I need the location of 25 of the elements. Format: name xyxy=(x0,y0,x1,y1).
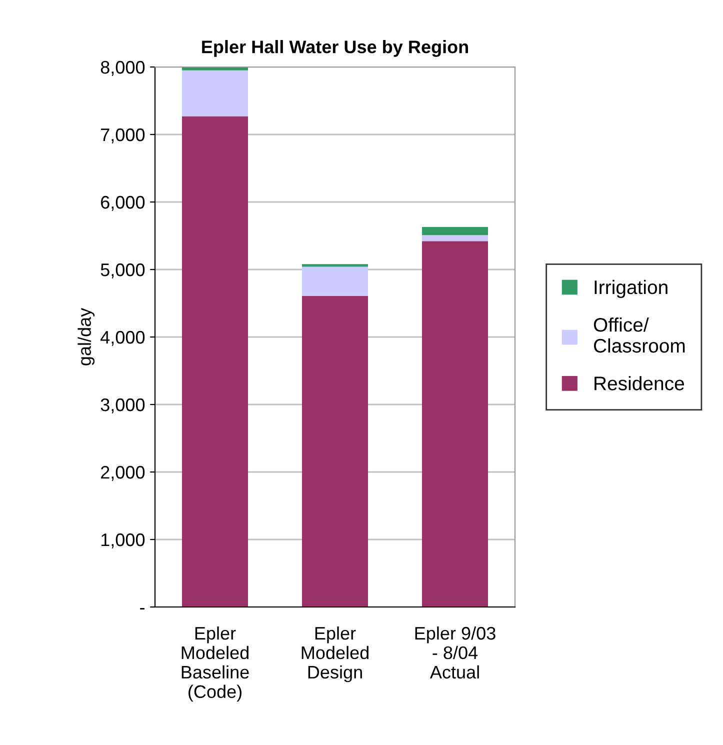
x-tick-label: Epler Modeled Design xyxy=(302,626,368,682)
legend-label: Irrigation xyxy=(594,280,668,298)
x-tick-label: Epler 9/03 - 8/04 Actual xyxy=(415,626,496,679)
y-axis-title: gal/day xyxy=(78,308,95,366)
x-tick-label: Epler Modeled Baseline (Code) xyxy=(182,626,249,702)
bar xyxy=(302,264,368,267)
y-tick-label: 4,000 xyxy=(100,330,145,346)
bar xyxy=(302,296,368,607)
bar xyxy=(182,70,248,116)
bar xyxy=(182,116,248,607)
bar xyxy=(422,241,488,607)
y-tick-label: 2,000 xyxy=(101,466,145,481)
y-tick-label: 1,000 xyxy=(101,533,145,548)
bar xyxy=(422,226,488,236)
y-tick-label: 8,000 xyxy=(100,60,145,76)
legend-label: Residence xyxy=(594,376,684,390)
bar xyxy=(422,235,488,242)
bar xyxy=(302,266,368,296)
chart-title: Epler Hall Water Use by Region xyxy=(202,40,468,57)
y-tick-label: 3,000 xyxy=(100,398,145,414)
y-tick-label: - xyxy=(140,608,144,610)
y-tick-label: 6,000 xyxy=(101,196,145,211)
y-tick-label: 7,000 xyxy=(101,128,145,144)
y-tick-label: 5,000 xyxy=(100,263,145,278)
legend-label: Office/ Classroom xyxy=(594,317,685,353)
